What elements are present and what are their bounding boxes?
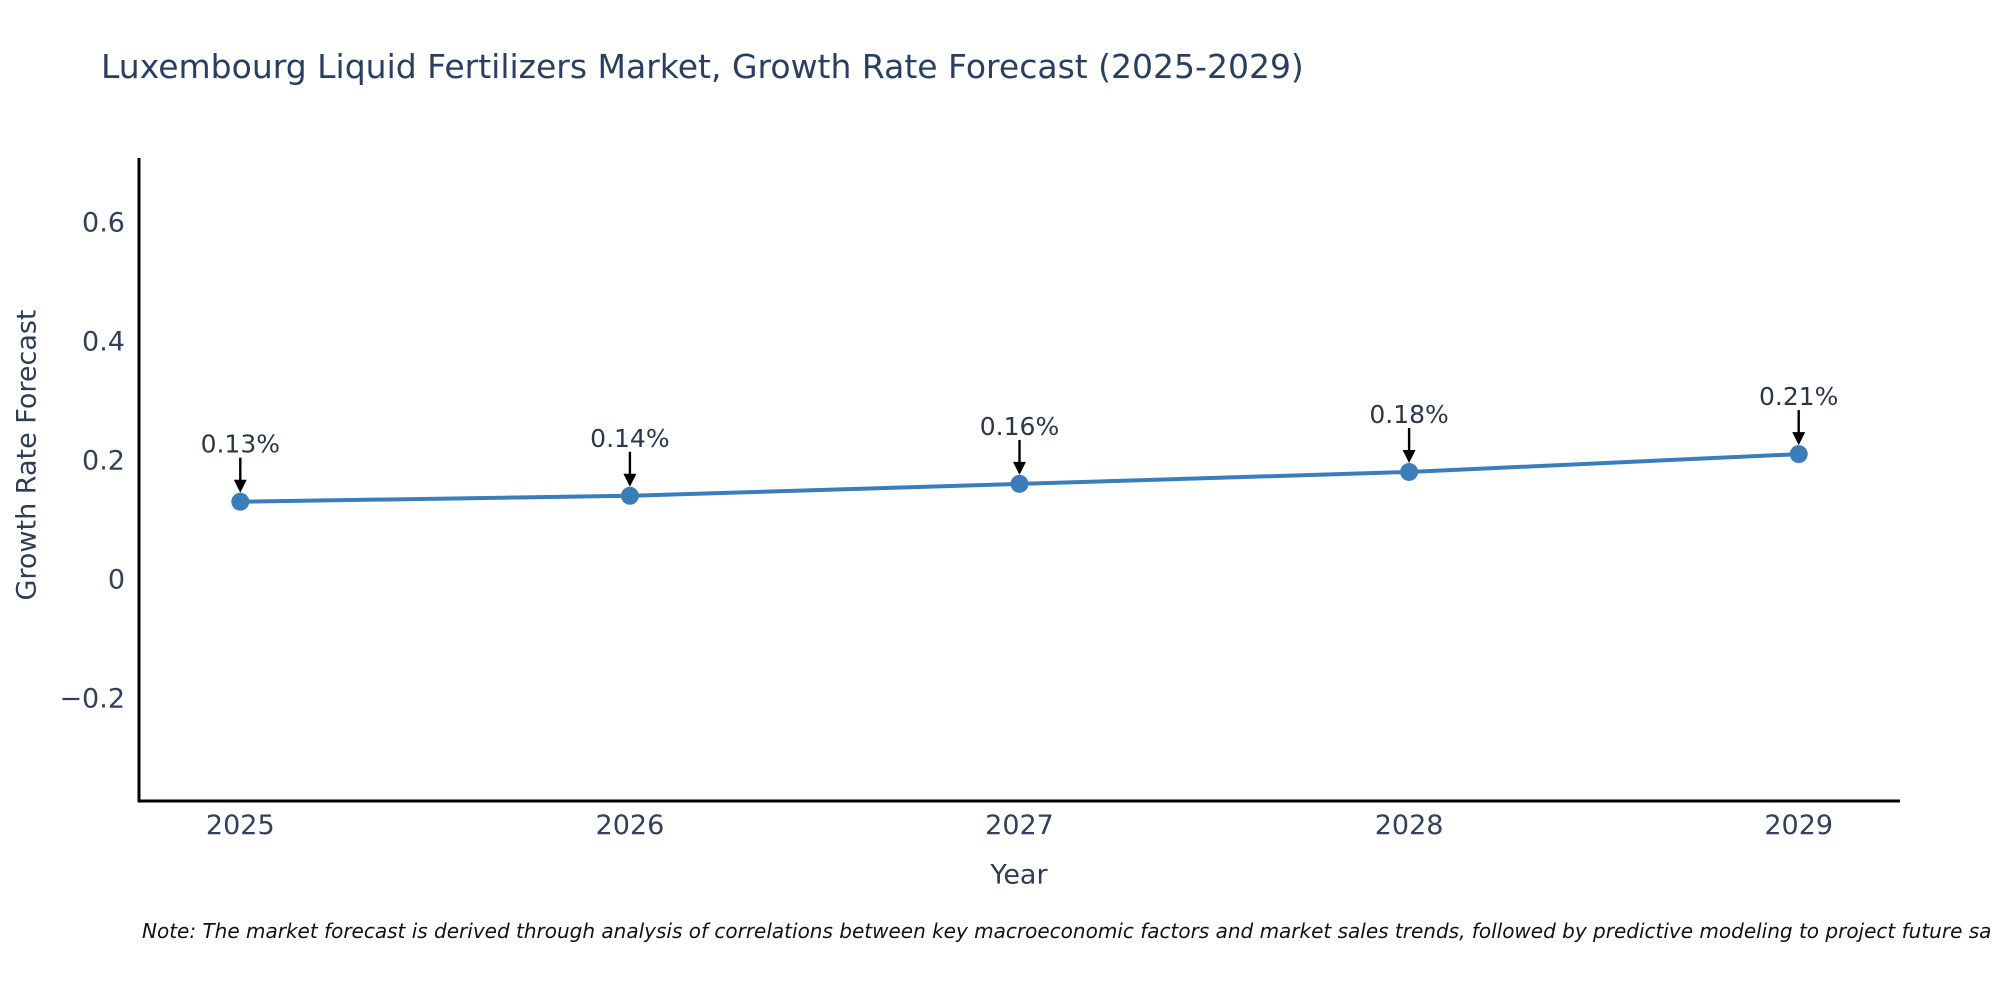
y-tick-label: 0 — [108, 565, 125, 596]
y-tick-label: 0.6 — [82, 208, 125, 239]
x-tick-label: 2027 — [985, 810, 1054, 841]
annotation-arrowhead — [623, 473, 637, 487]
point-value-label: 0.18% — [1369, 400, 1448, 429]
point-value-label: 0.13% — [201, 430, 280, 459]
data-point-2028 — [1400, 462, 1419, 481]
annotation-arrowhead — [1792, 432, 1806, 446]
x-tick-label: 2029 — [1764, 810, 1833, 841]
annotation-arrowhead — [1013, 461, 1026, 475]
y-tick-label: 0.4 — [82, 327, 125, 358]
x-tick-label: 2025 — [206, 810, 275, 841]
data-point-2026 — [620, 486, 639, 505]
data-point-2029 — [1789, 445, 1808, 464]
annotation-arrowhead — [233, 479, 247, 493]
point-value-label: 0.21% — [1759, 382, 1838, 411]
data-point-2025 — [231, 492, 250, 511]
chart-title: Luxembourg Liquid Fertilizers Market, Gr… — [101, 47, 1304, 86]
footnote: Note: The market forecast is derived thr… — [142, 919, 1992, 943]
y-tick-label: −0.2 — [59, 684, 125, 715]
annotation-arrowhead — [1402, 449, 1416, 463]
y-tick-label: 0.2 — [82, 446, 125, 477]
point-value-label: 0.14% — [590, 424, 669, 453]
data-point-2027 — [1010, 474, 1029, 493]
x-tick-label: 2028 — [1375, 810, 1444, 841]
x-tick-label: 2026 — [596, 810, 665, 841]
point-value-label: 0.16% — [980, 412, 1059, 441]
x-axis-title: Year — [990, 859, 1048, 891]
